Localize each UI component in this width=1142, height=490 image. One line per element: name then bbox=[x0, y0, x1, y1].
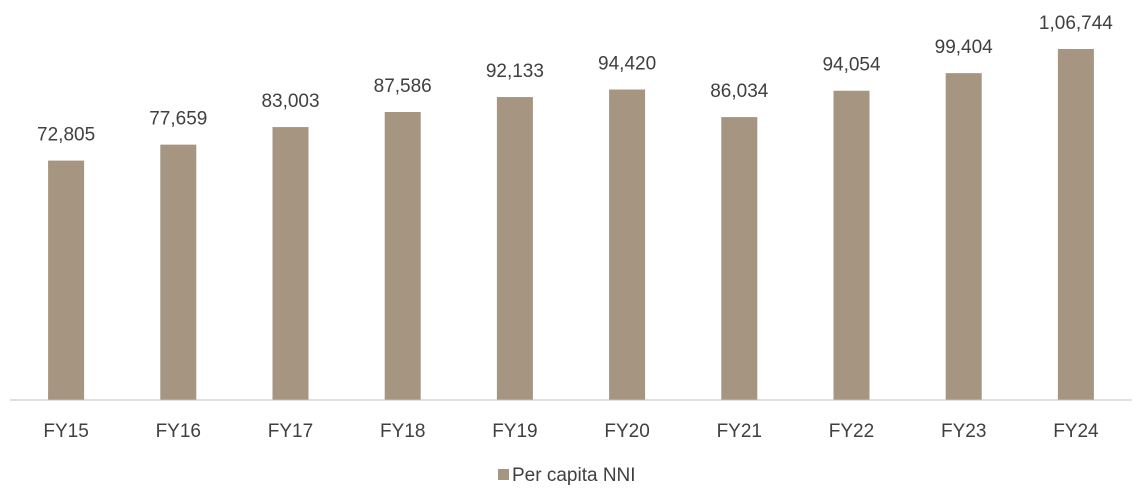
bar bbox=[833, 90, 870, 400]
bar bbox=[48, 160, 85, 400]
x-tick-label: FY23 bbox=[941, 421, 986, 442]
bar bbox=[272, 127, 309, 400]
x-tick-label: FY18 bbox=[380, 421, 425, 442]
x-tick-label: FY19 bbox=[492, 421, 537, 442]
bar bbox=[496, 97, 533, 400]
data-label: 92,133 bbox=[486, 61, 544, 82]
x-tick-label: FY17 bbox=[268, 421, 313, 442]
bar bbox=[945, 73, 982, 401]
x-tick-label: FY16 bbox=[156, 421, 201, 442]
x-tick-label: FY15 bbox=[43, 421, 88, 442]
x-tick-label: FY24 bbox=[1053, 421, 1099, 442]
data-label: 83,003 bbox=[261, 91, 319, 112]
bar bbox=[384, 111, 421, 400]
x-tick-label: FY20 bbox=[604, 421, 649, 442]
data-label: 77,659 bbox=[149, 109, 207, 130]
bar bbox=[609, 89, 646, 400]
data-label: 72,805 bbox=[37, 125, 95, 146]
bar bbox=[160, 144, 197, 400]
data-label: 87,586 bbox=[374, 76, 432, 97]
x-tick-label: FY22 bbox=[829, 421, 874, 442]
data-label: 94,054 bbox=[822, 55, 881, 76]
legend-label: Per capita NNI bbox=[512, 465, 636, 486]
data-label: 1,06,744 bbox=[1039, 13, 1113, 34]
bar bbox=[721, 117, 758, 400]
legend-swatch bbox=[498, 469, 509, 480]
bar bbox=[1057, 49, 1094, 400]
data-label: 94,420 bbox=[598, 54, 656, 75]
data-label: 86,034 bbox=[710, 81, 769, 102]
data-label: 99,404 bbox=[935, 37, 994, 58]
x-tick-label: FY21 bbox=[717, 421, 762, 442]
